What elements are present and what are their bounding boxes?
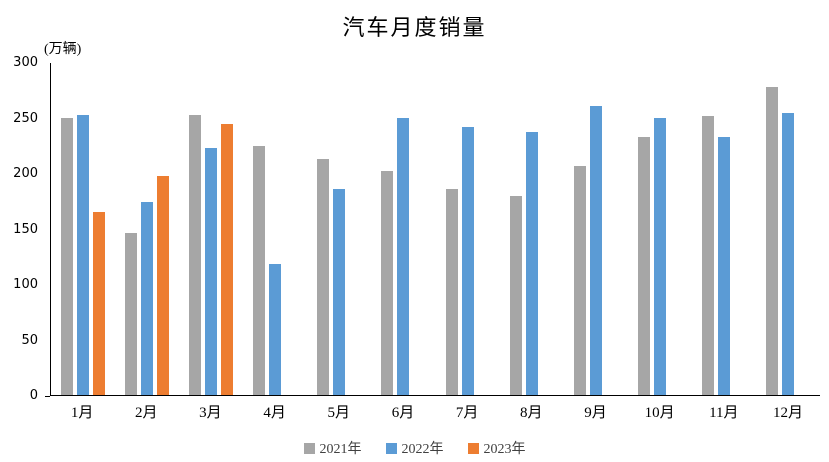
x-tick-label-7月: 7月 bbox=[455, 405, 479, 421]
category-slot-3月 bbox=[179, 63, 243, 395]
x-tick-label-12月: 12月 bbox=[772, 405, 803, 421]
legend-label-2021年: 2021年 bbox=[319, 442, 362, 457]
y-tick-label-0: 0 bbox=[29, 388, 38, 403]
bar-2023年-3月 bbox=[221, 123, 234, 395]
bar-2021年-4月 bbox=[253, 146, 266, 395]
x-tick-label-11月: 11月 bbox=[709, 405, 739, 421]
category-slot-11月 bbox=[692, 63, 756, 395]
bar-2023年-2月 bbox=[157, 175, 170, 395]
category-slot-2月 bbox=[115, 63, 179, 395]
x-tick-label-10月: 10月 bbox=[644, 405, 675, 421]
legend-swatch-2022年 bbox=[385, 442, 397, 454]
x-axis: 1月 2月 3月 4月 5月 6月 7月 8月 9月 10月 11月 12月 bbox=[50, 401, 820, 422]
bar-2022年-1月 bbox=[77, 115, 90, 395]
y-tick-label-50: 50 bbox=[21, 332, 38, 348]
bar-2022年-4月 bbox=[269, 264, 282, 395]
x-tick-label-3月: 3月 bbox=[199, 405, 222, 421]
x-tick-label-2月: 2月 bbox=[135, 405, 158, 421]
category-slot-12月 bbox=[756, 63, 820, 395]
y-tick-label-150: 150 bbox=[13, 221, 38, 237]
x-tick-label-8月: 8月 bbox=[520, 405, 543, 421]
bar-2021年-12月 bbox=[765, 87, 778, 395]
category-slot-5月 bbox=[307, 63, 371, 395]
category-slot-7月 bbox=[435, 63, 499, 395]
category-slot-8月 bbox=[500, 63, 564, 395]
bar-2022年-11月 bbox=[717, 137, 730, 395]
origin-tick-mark bbox=[45, 396, 50, 397]
legend-label-2023年: 2023年 bbox=[483, 442, 526, 457]
category-slot-6月 bbox=[371, 63, 435, 395]
bar-2021年-1月 bbox=[61, 118, 74, 395]
bar-2021年-8月 bbox=[509, 195, 522, 395]
plot-area bbox=[50, 63, 820, 396]
bar-2022年-10月 bbox=[653, 118, 666, 395]
bar-2022年-3月 bbox=[205, 148, 218, 395]
bar-2023年-1月 bbox=[93, 212, 106, 395]
category-slot-9月 bbox=[564, 63, 628, 395]
x-tick-label-9月: 9月 bbox=[584, 405, 607, 421]
bar-2021年-7月 bbox=[445, 189, 458, 395]
bar-2021年-3月 bbox=[189, 115, 202, 395]
bar-2022年-7月 bbox=[461, 127, 474, 395]
legend-swatch-2021年 bbox=[303, 442, 315, 454]
bar-2022年-12月 bbox=[781, 112, 794, 395]
y-tick-label-250: 250 bbox=[13, 110, 38, 126]
x-tick-label-4月: 4月 bbox=[263, 405, 286, 421]
category-slot-4月 bbox=[243, 63, 307, 395]
bar-2021年-2月 bbox=[125, 233, 138, 395]
y-tick-label-200: 200 bbox=[13, 166, 38, 181]
legend-item-2021年: 2021年 bbox=[303, 438, 362, 458]
bar-2021年-6月 bbox=[381, 171, 394, 395]
bar-2022年-8月 bbox=[525, 131, 538, 395]
legend-swatch-2023年 bbox=[467, 442, 479, 454]
y-tick-label-300: 300 bbox=[13, 55, 38, 70]
category-slot-10月 bbox=[628, 63, 692, 395]
x-tick-label-5月: 5月 bbox=[327, 405, 351, 421]
y-tick-label-100: 100 bbox=[13, 277, 38, 292]
bar-2022年-2月 bbox=[141, 202, 154, 395]
legend: 2021年 2022年 2023年 bbox=[0, 438, 829, 458]
legend-item-2022年: 2022年 bbox=[385, 438, 444, 458]
bar-2021年-10月 bbox=[637, 137, 650, 395]
chart-title: 汽车月度销量 bbox=[342, 15, 487, 40]
bar-2021年-9月 bbox=[573, 165, 586, 395]
bar-2021年-5月 bbox=[317, 159, 330, 395]
y-axis-unit-label: (万辆) bbox=[44, 42, 82, 57]
bar-2021年-11月 bbox=[701, 116, 714, 395]
bar-2022年-9月 bbox=[589, 106, 602, 395]
bar-2022年-5月 bbox=[333, 189, 346, 395]
legend-label-2022年: 2022年 bbox=[401, 442, 444, 457]
bar-2022年-6月 bbox=[397, 118, 410, 395]
legend-item-2023年: 2023年 bbox=[467, 438, 526, 458]
category-slot-1月 bbox=[51, 63, 115, 395]
x-tick-label-6月: 6月 bbox=[391, 405, 415, 421]
x-tick-label-1月: 1月 bbox=[70, 405, 94, 421]
